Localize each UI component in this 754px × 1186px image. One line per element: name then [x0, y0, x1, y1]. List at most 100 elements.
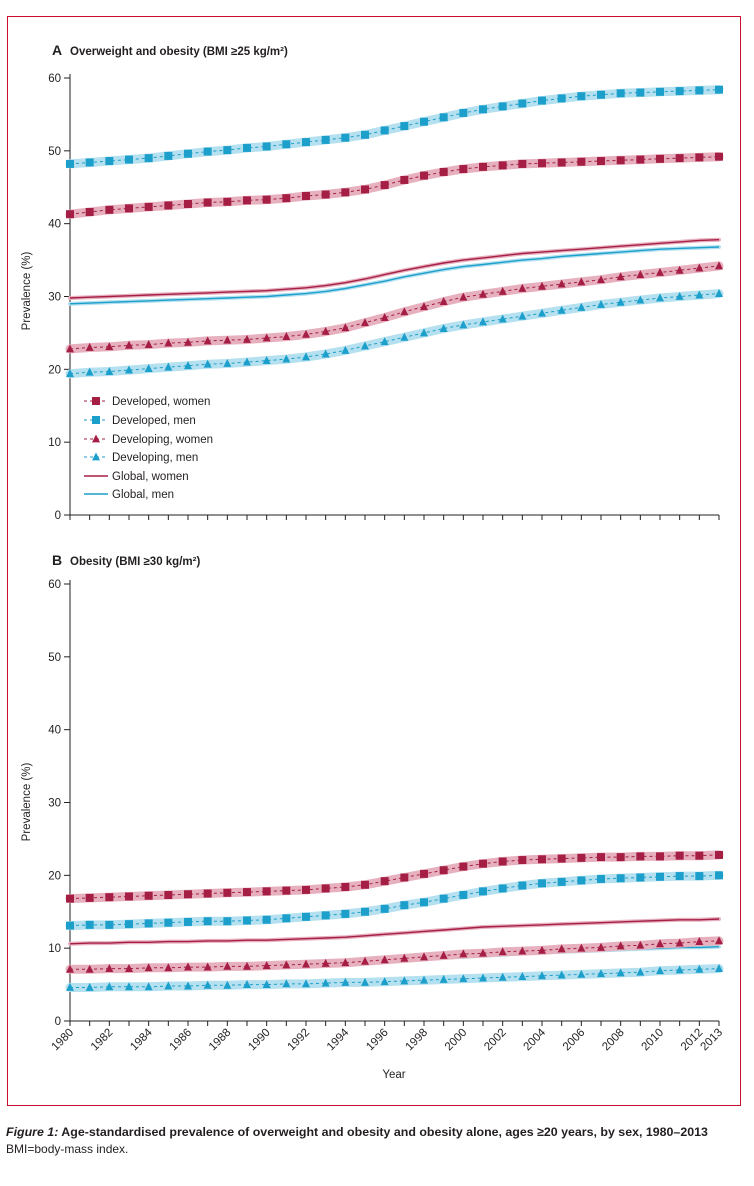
panel-b-series-developing-men-point	[243, 980, 251, 989]
panel-a-series-developing-women-point	[361, 318, 369, 327]
panel-b-x-tick-label: 1996	[364, 1027, 391, 1054]
panel-a-series-developed-men-point	[262, 142, 271, 151]
panel-b-letter: B	[52, 552, 62, 568]
panel-a-series-developed-men-point	[243, 143, 251, 152]
panel-a-series-developing-men-point	[85, 367, 94, 376]
panel-a-series-developing-women-point	[282, 331, 291, 340]
panel-b-series-developed-men-point	[577, 876, 586, 885]
panel-b-series-developing-men-point	[400, 976, 409, 985]
panel-b-x-tick-label: 2002	[482, 1027, 509, 1054]
panel-b-series-developed-women-point	[715, 850, 723, 859]
panel-a-series-developed-women-point	[243, 196, 251, 205]
panel-a-series-developing-men-point	[66, 369, 74, 378]
panel-a-series-developing-men-point	[636, 295, 645, 304]
panel-a-series-developed-men-point	[656, 87, 664, 96]
panel-b-series-developing-men	[65, 964, 724, 992]
panel-a-series-developing-men-point	[144, 364, 153, 373]
panel-b-series-developing-women-point	[577, 943, 586, 952]
panel-a-series-developed-women-point	[656, 154, 664, 163]
panel-b-x-tick-label: 2006	[561, 1027, 588, 1054]
panel-b-series-developed-men-point	[302, 912, 310, 921]
panel-b-y-tick-label: 30	[48, 798, 61, 810]
panel-b-series-developed-women-point	[420, 869, 428, 878]
panel-b-series-developed-men-point	[498, 884, 507, 893]
panel-b-series-developed-men-point	[400, 901, 409, 910]
panel-b-series-developing-women-point	[243, 961, 251, 970]
panel-a-series-developing-men-point	[715, 289, 723, 298]
panel-b-x-tick-label: 1998	[404, 1027, 431, 1054]
panel-a-series-developed-men-point	[85, 158, 94, 167]
panel-a-series-developed-women-point	[184, 200, 192, 209]
panel-a-y-tick-label: 0	[55, 510, 61, 522]
panel-a-series-developed-men	[65, 85, 724, 169]
panel-b-series-developing-women-point	[361, 956, 369, 965]
panel-b-series-developed-men-point	[675, 872, 684, 881]
panel-b-x-tick-label: 1992	[286, 1027, 313, 1054]
panel-b-series-developing-women-point	[518, 946, 527, 955]
panel-b-series-developing-men-point	[262, 980, 271, 989]
panel-b-series-developed-women-point	[203, 889, 212, 898]
panel-a-series-global-women	[68, 237, 721, 300]
panel-b-x-tick-label: 2004	[522, 1026, 549, 1053]
panel-b-series-developing-women-point	[66, 964, 74, 973]
panel-b-x-tick-label: 1980	[50, 1027, 77, 1054]
panel-a-series-developing-women-point	[479, 289, 487, 298]
legend: Developed, women Developed, men Developi…	[84, 396, 213, 501]
panel-b-series-developing-men-point	[695, 964, 704, 973]
panel-b-series-developing-men-point	[282, 979, 291, 988]
panel-a-series-developed-men-point	[616, 89, 625, 98]
panel-b-series-developing-women-point	[144, 963, 153, 972]
panel-b-series-developed-men-point	[439, 894, 448, 903]
panel-b-series-developed-men-point	[557, 877, 566, 886]
panel-b-x-tick-label: 1988	[207, 1027, 234, 1054]
panel-a-series-developing-men-point	[518, 311, 527, 320]
panel-a-series-developing-women-point	[439, 297, 448, 306]
panel-a-series-developed-women-point	[302, 191, 310, 200]
panel-b-series-developed-men-point	[715, 871, 723, 880]
panel-a-series-developing-women-point	[597, 275, 605, 284]
panel-a-series-developing-men-point	[105, 366, 114, 375]
panel-b-series-developed-men-point	[420, 898, 428, 907]
panel-a-series-developing-women-point	[184, 337, 192, 346]
panel-b-series-developed-men-point	[518, 881, 527, 890]
panel-b-series-developing-women-point	[341, 958, 350, 967]
panel-a-series-developing-women-point	[636, 270, 645, 279]
panel-b-series-developing-men-point	[577, 969, 586, 978]
panel-b-series-developing-women-point	[282, 960, 291, 969]
panel-a-series-developing-men-point	[597, 299, 605, 308]
panel-b-series-developed-men-point	[243, 916, 251, 925]
panel-b-series-developing-men-point	[616, 968, 625, 977]
panel-b-series-developed-women-point	[66, 894, 74, 903]
panel-a-series-developing-women-point	[243, 334, 251, 343]
legend-swatch-developed-women	[92, 397, 100, 405]
panel-a-series-developing-women-point	[262, 333, 271, 342]
panel-b-series-developed-women-point	[597, 853, 605, 862]
caption-label: Figure 1:	[6, 1125, 59, 1139]
panel-a-y-tick-label: 60	[48, 73, 61, 85]
panel-a-series-developed-women-point	[675, 154, 684, 163]
panel-b-series-developed-men-point	[656, 872, 664, 881]
panel-b-series-developed-women-point	[144, 891, 153, 900]
panel-a-y-tick-label: 10	[48, 437, 61, 449]
panel-a-series-developing-men-point	[400, 332, 409, 341]
panel-a-series-developed-men-point	[203, 147, 212, 156]
panel-a-series-developed-men-point	[361, 130, 369, 139]
panel-a-series-developing-men-point	[538, 308, 546, 317]
panel-a-series-developed-men-point	[695, 86, 704, 95]
panel-b-ylabel: Prevalence (%)	[21, 763, 33, 842]
panel-a-series-developing-men	[65, 289, 724, 379]
panel-b-series-developed-men-point	[380, 904, 389, 913]
panel-b-series-developed-men-point	[85, 920, 94, 929]
panel-a-series-developing-women-point	[675, 265, 684, 274]
panel-a-series-developing-men-point	[203, 359, 212, 368]
legend-label-developing-men: Developing, men	[112, 452, 198, 464]
panel-a-series-developing-women-point	[557, 279, 566, 288]
panel-a-series-developed-women-point	[223, 197, 232, 206]
panel-b-series-developing-men-point	[105, 982, 114, 991]
panel-b-series-developed-women-point	[282, 886, 291, 895]
panel-b-series-developing-men-point	[459, 974, 468, 983]
panel-a-series-developed-women-point	[262, 195, 271, 204]
panel-a-y-tick-label: 40	[48, 219, 61, 231]
panel-b-series-developing-women-point	[695, 937, 704, 946]
panel-b-y-tick-label: 10	[48, 943, 61, 955]
